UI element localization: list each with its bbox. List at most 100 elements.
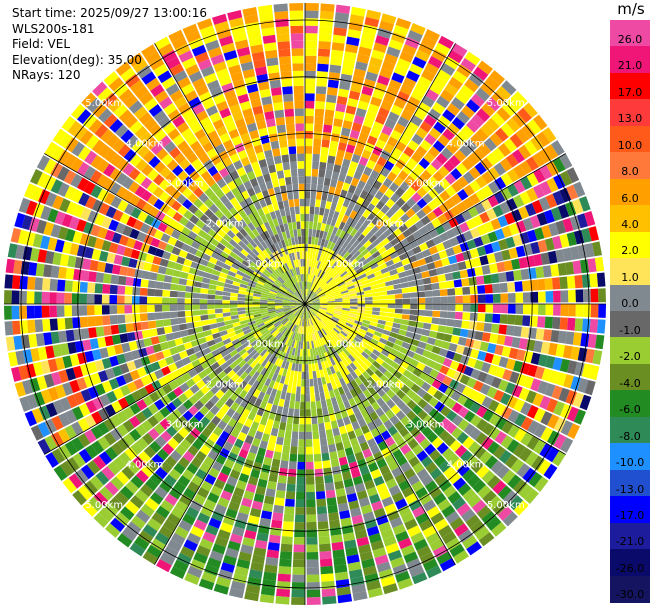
velocity-gate [408,224,419,234]
velocity-gate [259,306,268,309]
velocity-gate [296,476,305,485]
velocity-gate [246,315,255,320]
velocity-gate [201,571,217,584]
velocity-gate [40,389,53,404]
velocity-gate [306,289,308,297]
velocity-gate [491,112,506,127]
velocity-gate [198,203,209,214]
velocity-gate [229,300,238,304]
velocity-gate [88,496,103,512]
velocity-gate [247,213,256,222]
velocity-gate [365,300,373,304]
velocity-gate [437,498,451,512]
velocity-gate [310,309,316,316]
velocity-gate [207,357,217,366]
velocity-gate [438,318,448,326]
velocity-gate [451,136,464,149]
velocity-gate [79,281,88,293]
velocity-gate [249,444,259,455]
velocity-gate [463,398,475,410]
velocity-gate [312,305,320,308]
velocity-gate [334,307,343,310]
velocity-gate [476,322,485,332]
velocity-gate [314,461,323,470]
velocity-gate [363,316,372,322]
velocity-gate [358,156,369,167]
velocity-gate [305,289,307,297]
velocity-gate [598,288,606,303]
velocity-gate [477,371,488,383]
velocity-gate [131,515,146,530]
velocity-gate [318,48,331,57]
velocity-gate [445,185,457,197]
colorbar-tick-label: 2.0 [621,244,639,258]
velocity-gate [289,347,294,355]
velocity-gate [422,181,433,193]
velocity-gate [276,33,290,43]
velocity-gate [295,309,301,316]
velocity-gate [321,328,328,336]
velocity-gate [186,322,195,329]
velocity-gate [481,362,492,373]
velocity-gate [276,588,290,598]
velocity-gate [161,153,174,166]
velocity-gate [313,315,320,323]
velocity-gate [515,245,526,258]
velocity-gate [187,445,199,457]
velocity-gate [354,282,363,288]
velocity-gate [492,293,501,303]
velocity-gate [267,324,275,331]
velocity-gate [283,294,292,299]
velocity-gate [270,235,278,244]
velocity-gate [244,257,253,265]
velocity-gate [358,392,367,402]
velocity-gate [332,364,340,373]
velocity-gate [261,433,270,443]
velocity-gate [282,384,288,393]
velocity-gate [65,267,75,280]
velocity-gate [316,491,326,500]
velocity-gate [507,183,519,197]
velocity-gate [184,362,195,372]
velocity-gate [335,379,342,389]
velocity-gate [93,512,109,528]
velocity-gate [299,191,305,199]
velocity-gate [318,321,324,329]
velocity-gate [325,334,332,342]
range-ring-label: 1.00km [246,259,284,270]
velocity-gate [256,120,267,130]
velocity-gate [214,199,224,209]
velocity-gate [275,297,283,301]
velocity-gate [206,339,216,347]
velocity-gate [181,146,194,158]
velocity-gate [108,77,124,92]
velocity-gate [430,158,443,171]
velocity-gate [394,421,405,432]
velocity-gate [567,317,576,331]
velocity-gate [305,130,313,139]
velocity-gate [238,359,247,368]
velocity-gate [118,109,133,124]
velocity-gate [287,237,293,246]
velocity-gate [436,355,446,365]
velocity-gate [454,287,463,296]
velocity-gate [200,416,211,427]
velocity-gate [321,254,327,263]
velocity-gate [357,206,366,216]
velocity-gate [396,334,406,342]
velocity-gate [338,221,346,230]
velocity-gate [325,398,333,407]
velocity-gate [522,467,537,483]
velocity-gate [419,356,429,365]
velocity-gate [345,346,353,355]
velocity-gate [317,330,323,339]
velocity-gate [553,174,566,190]
velocity-gate [301,371,305,380]
velocity-gate [182,109,195,121]
velocity-gate [472,499,487,514]
velocity-gate [210,485,223,497]
velocity-gate [155,281,164,290]
velocity-gate [410,23,426,36]
velocity-gate [321,192,328,201]
velocity-gate [393,318,402,324]
